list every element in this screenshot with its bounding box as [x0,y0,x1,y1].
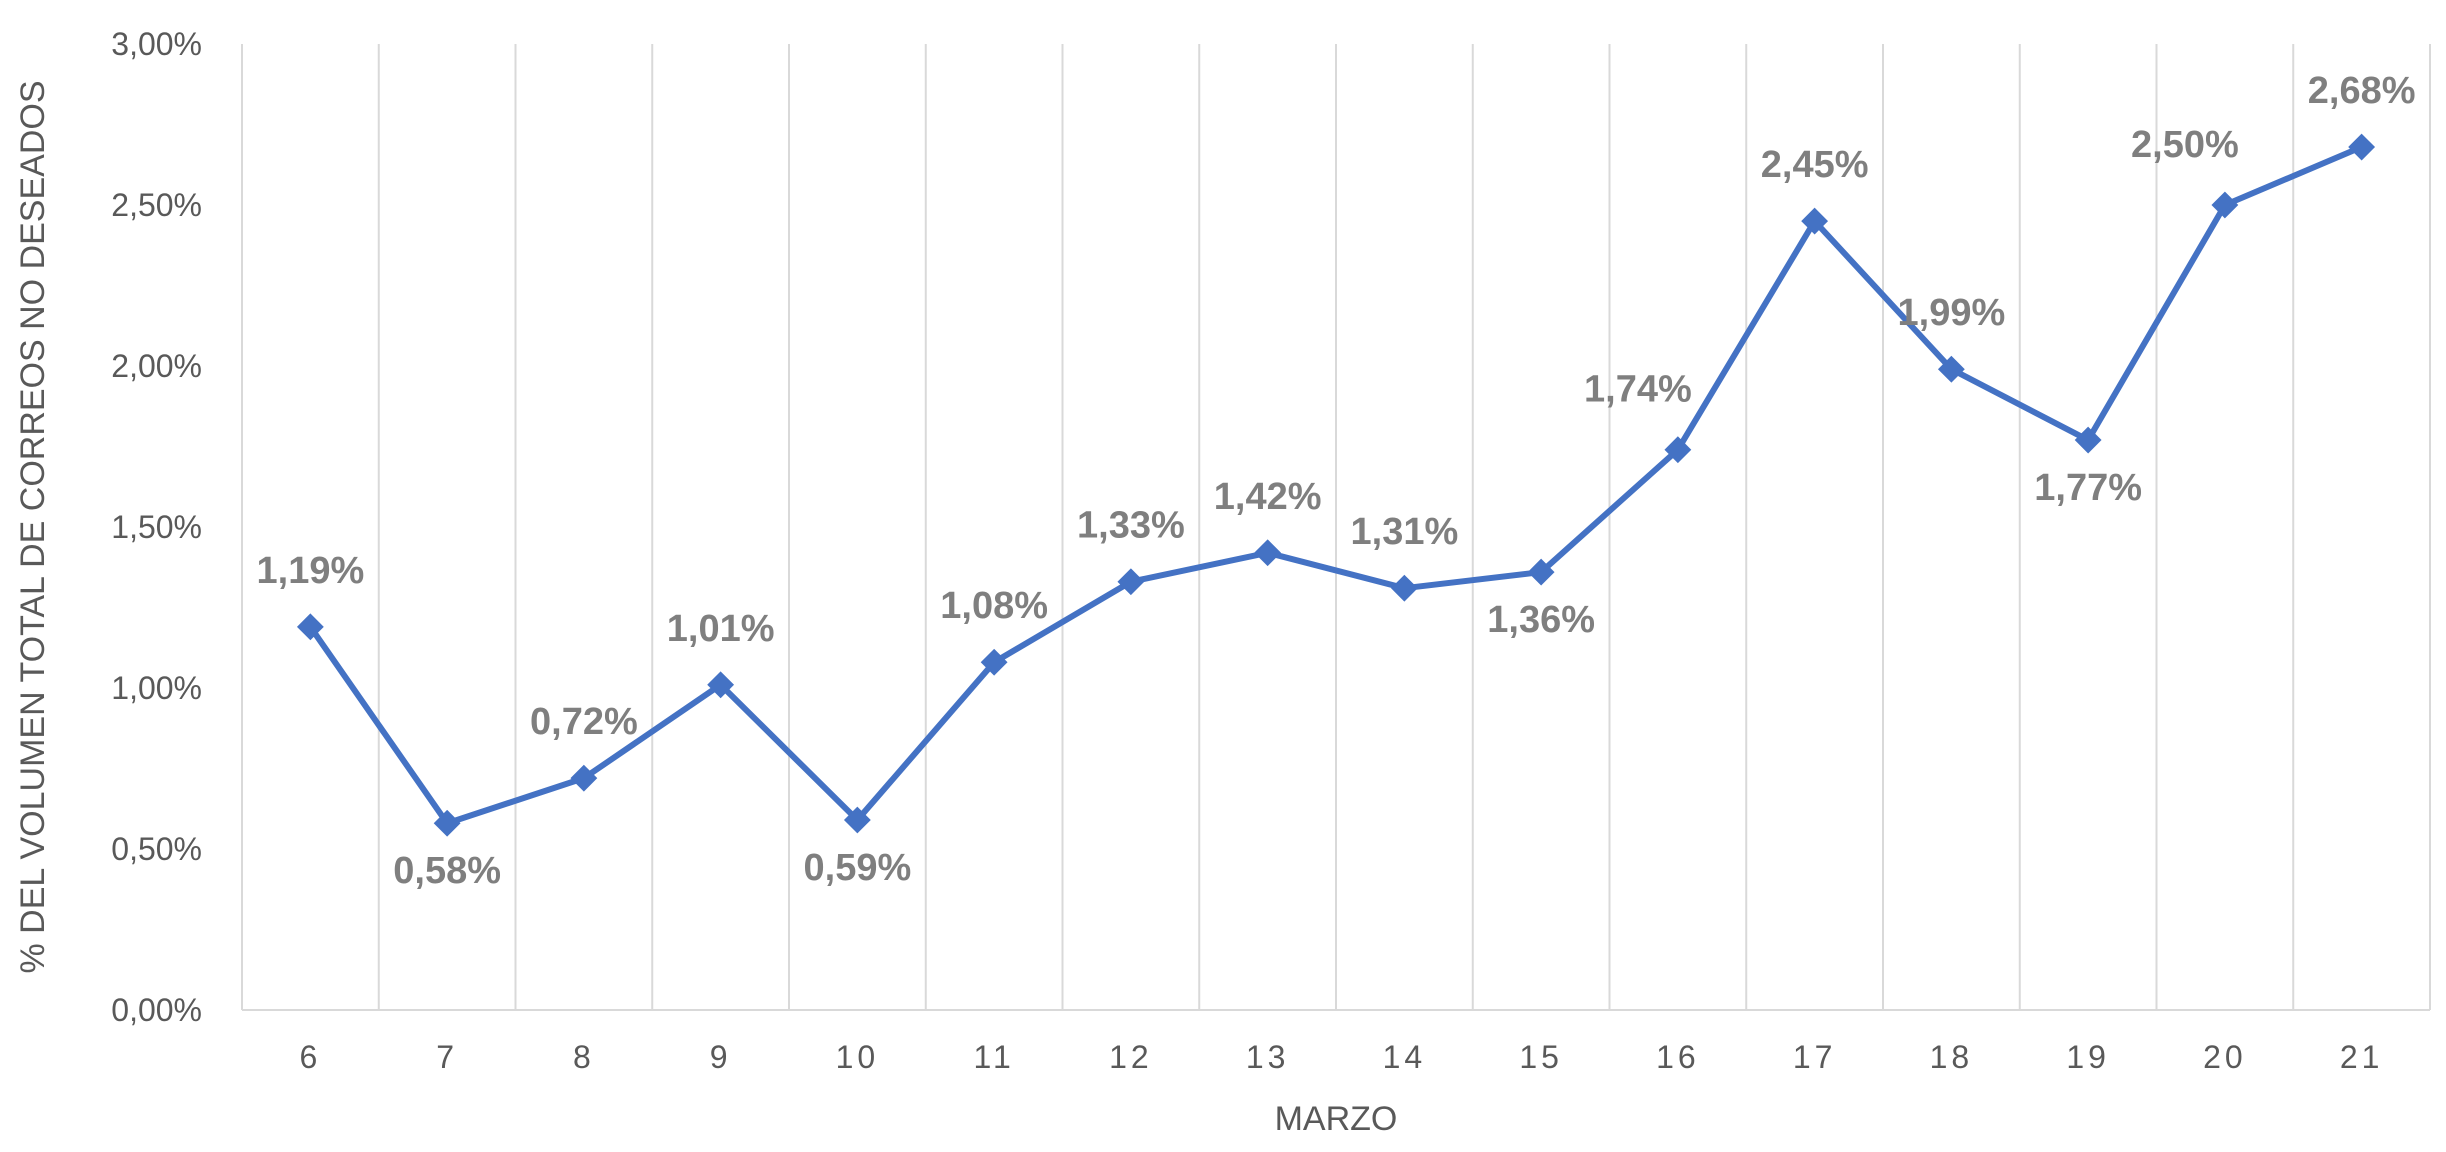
data-point-marker [1390,574,1418,602]
markers-layer [296,133,2376,837]
data-point-marker [843,806,871,834]
data-point-marker [1117,568,1145,596]
y-tick-label: 1,50% [111,509,202,545]
y-tick-label: 0,50% [111,831,202,867]
data-point-marker [296,613,324,641]
y-tick-label: 0,00% [111,992,202,1028]
data-point-marker [2211,191,2239,219]
series-line-layer [307,144,2363,827]
data-label: 0,72% [530,701,638,743]
x-tick-label: 12 [1109,1039,1153,1075]
data-point-marker [980,648,1008,676]
data-label: 1,74% [1584,369,1692,411]
x-tick-label: 14 [1383,1039,1427,1075]
x-axis-ticks: 6 7 8 9 10 11 12 13 14 15 16 17 18 19 20 21 [299,1039,2384,1075]
data-point-marker [2348,133,2376,161]
data-label: 1,01% [667,608,775,650]
data-label: 0,59% [804,847,912,889]
data-point-marker [433,809,461,837]
y-tick-label: 1,00% [111,670,202,706]
data-label: 2,50% [2131,124,2239,166]
y-axis-title: % DEL VOLUMEN TOTAL DE CORREOS NO DESEAD… [14,80,52,973]
data-point-marker [1527,558,1555,586]
data-label: 0,58% [393,850,501,892]
data-label: 1,33% [1077,505,1185,547]
x-tick-label: 13 [1246,1039,1290,1075]
gridlines [241,44,2431,1010]
x-tick-label: 18 [1930,1039,1974,1075]
x-axis-title: MARZO [1275,1100,1398,1138]
data-point-marker [1664,436,1692,464]
x-tick-label: 6 [299,1039,321,1075]
data-label: 1,99% [1898,292,2006,334]
x-tick-label: 20 [2203,1039,2247,1075]
x-tick-label: 8 [573,1039,595,1075]
x-tick-label: 19 [2066,1039,2110,1075]
data-label: 1,19% [257,550,365,592]
data-label: 2,45% [1761,144,1869,186]
data-label: 2,68% [2308,70,2416,112]
data-label: 1,42% [1214,476,1322,518]
x-tick-label: 9 [710,1039,732,1075]
y-tick-label: 3,00% [111,26,202,62]
y-tick-label: 2,00% [111,348,202,384]
data-point-marker [1254,539,1282,567]
x-tick-label: 21 [2340,1039,2384,1075]
x-tick-label: 17 [1793,1039,1837,1075]
y-axis-ticks: 0,00% 0,50% 1,00% 1,50% 2,00% 2,50% 3,00% [111,26,202,1028]
x-tick-label: 16 [1656,1039,1700,1075]
data-point-marker [2074,426,2102,454]
data-label: 1,08% [940,585,1048,627]
x-tick-label: 11 [974,1039,1015,1075]
data-label: 1,36% [1487,599,1595,641]
y-tick-label: 2,50% [111,187,202,223]
x-tick-label: 7 [436,1039,458,1075]
data-labels-layer: 1,19% 0,58% 0,72% 1,01% 0,59% 1,08% 1,33% 1,42%… [257,70,2416,892]
x-tick-label: 15 [1519,1039,1563,1075]
data-point-marker [1801,207,1829,235]
x-tick-label: 10 [836,1039,880,1075]
series-line [307,144,2363,827]
data-label: 1,77% [2034,467,2142,509]
data-point-marker [570,764,598,792]
data-label: 1,31% [1351,511,1459,553]
data-point-marker [1937,355,1965,383]
data-point-marker [707,671,735,699]
